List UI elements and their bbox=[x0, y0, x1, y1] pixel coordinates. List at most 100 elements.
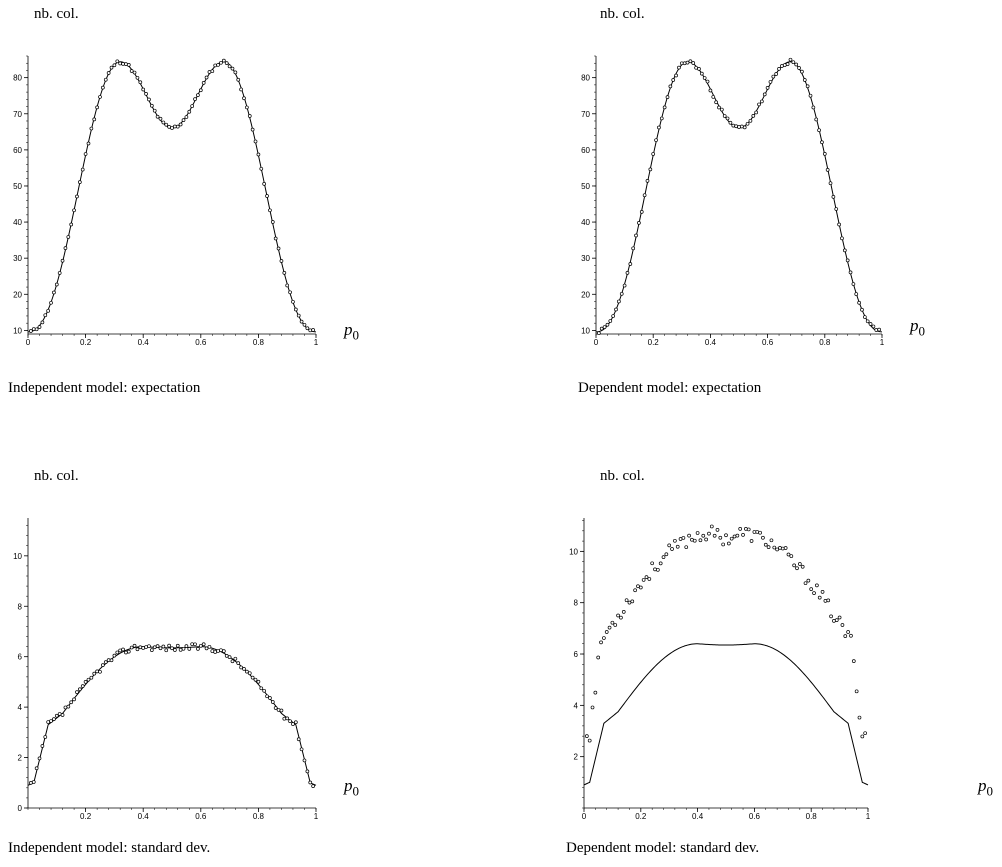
data-point bbox=[227, 64, 232, 69]
y-tick-label: 6 bbox=[18, 653, 23, 662]
data-point bbox=[135, 647, 140, 652]
data-point bbox=[607, 625, 612, 630]
data-point bbox=[112, 63, 117, 68]
data-point bbox=[196, 647, 200, 651]
data-point bbox=[158, 116, 163, 121]
y-tick-label: 70 bbox=[581, 110, 590, 119]
data-point bbox=[763, 542, 768, 547]
data-point bbox=[43, 313, 48, 318]
data-point bbox=[276, 708, 281, 712]
data-point bbox=[201, 642, 206, 647]
data-point bbox=[817, 128, 821, 133]
data-point bbox=[37, 756, 42, 761]
data-point bbox=[661, 555, 666, 560]
data-point bbox=[674, 73, 678, 78]
x-tick-label: 0.4 bbox=[138, 812, 150, 821]
data-point bbox=[840, 623, 845, 627]
data-point bbox=[72, 697, 76, 702]
panel3-xvar: p0 bbox=[344, 776, 359, 799]
data-point bbox=[147, 97, 151, 102]
data-point bbox=[593, 690, 598, 695]
x-tick-label: 0.2 bbox=[648, 338, 660, 347]
data-point bbox=[250, 127, 255, 132]
y-tick-label: 8 bbox=[18, 602, 23, 611]
data-point bbox=[622, 283, 627, 288]
data-point bbox=[792, 563, 797, 568]
data-point bbox=[296, 313, 301, 318]
data-point bbox=[181, 646, 186, 651]
panel2-ylabel: nb. col. bbox=[600, 6, 645, 22]
data-point bbox=[187, 109, 192, 114]
data-point bbox=[828, 181, 833, 186]
data-point bbox=[103, 77, 108, 82]
data-point bbox=[602, 325, 607, 329]
data-point bbox=[691, 61, 696, 65]
data-point bbox=[742, 125, 747, 130]
data-point bbox=[692, 538, 697, 543]
panel1-ylabel: nb. col. bbox=[34, 6, 79, 22]
data-point bbox=[614, 307, 618, 312]
data-point bbox=[106, 71, 111, 75]
data-point bbox=[712, 533, 717, 538]
y-tick-label: 10 bbox=[581, 326, 590, 335]
data-point bbox=[811, 105, 816, 110]
y-tick-label: 10 bbox=[13, 552, 22, 561]
data-point bbox=[637, 221, 641, 225]
data-point bbox=[714, 100, 718, 105]
data-point bbox=[242, 96, 246, 101]
data-point bbox=[178, 122, 183, 127]
data-point bbox=[631, 246, 636, 251]
data-point bbox=[184, 115, 189, 119]
data-point bbox=[259, 166, 264, 171]
data-point bbox=[874, 328, 879, 332]
data-point bbox=[697, 67, 701, 71]
x-tick-label: 0.6 bbox=[195, 338, 207, 347]
data-point bbox=[40, 320, 45, 325]
data-point bbox=[164, 648, 169, 653]
data-point bbox=[695, 531, 700, 535]
y-tick-label: 2 bbox=[18, 754, 23, 763]
data-point bbox=[625, 270, 630, 275]
data-point bbox=[757, 102, 761, 107]
data-point bbox=[826, 598, 831, 603]
data-point bbox=[745, 121, 750, 126]
data-point bbox=[765, 86, 770, 90]
data-point bbox=[282, 716, 287, 721]
data-point bbox=[738, 527, 743, 531]
data-point bbox=[293, 307, 298, 312]
data-point bbox=[239, 87, 243, 92]
data-point bbox=[262, 182, 267, 186]
data-point bbox=[777, 67, 781, 71]
data-point bbox=[854, 292, 859, 296]
data-point bbox=[268, 208, 272, 213]
data-point bbox=[772, 545, 777, 550]
model-curve bbox=[583, 643, 869, 786]
data-point bbox=[751, 114, 756, 118]
data-point bbox=[735, 533, 740, 538]
data-point bbox=[863, 731, 868, 736]
data-point bbox=[602, 636, 606, 640]
data-point bbox=[599, 326, 604, 331]
data-point bbox=[207, 644, 212, 649]
data-point bbox=[147, 644, 151, 649]
x-tick-label: 0.4 bbox=[138, 338, 150, 347]
data-point bbox=[54, 282, 59, 287]
data-point bbox=[648, 167, 653, 172]
data-point bbox=[662, 105, 667, 110]
y-tick-label: 0 bbox=[18, 804, 23, 813]
data-point bbox=[707, 531, 711, 536]
data-point bbox=[193, 642, 197, 647]
data-point bbox=[282, 271, 287, 275]
data-point bbox=[170, 126, 174, 130]
data-point bbox=[645, 179, 650, 183]
data-point bbox=[259, 686, 264, 691]
data-point bbox=[840, 236, 844, 241]
data-point bbox=[135, 75, 140, 80]
data-point bbox=[845, 258, 850, 263]
data-point bbox=[599, 640, 603, 645]
y-tick-label: 20 bbox=[13, 290, 22, 299]
data-point bbox=[865, 319, 870, 324]
data-point bbox=[80, 684, 85, 688]
data-point bbox=[129, 69, 134, 73]
x-tick-label: 1 bbox=[314, 338, 319, 347]
